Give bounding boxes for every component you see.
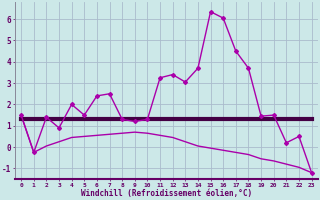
X-axis label: Windchill (Refroidissement éolien,°C): Windchill (Refroidissement éolien,°C) (81, 189, 252, 198)
